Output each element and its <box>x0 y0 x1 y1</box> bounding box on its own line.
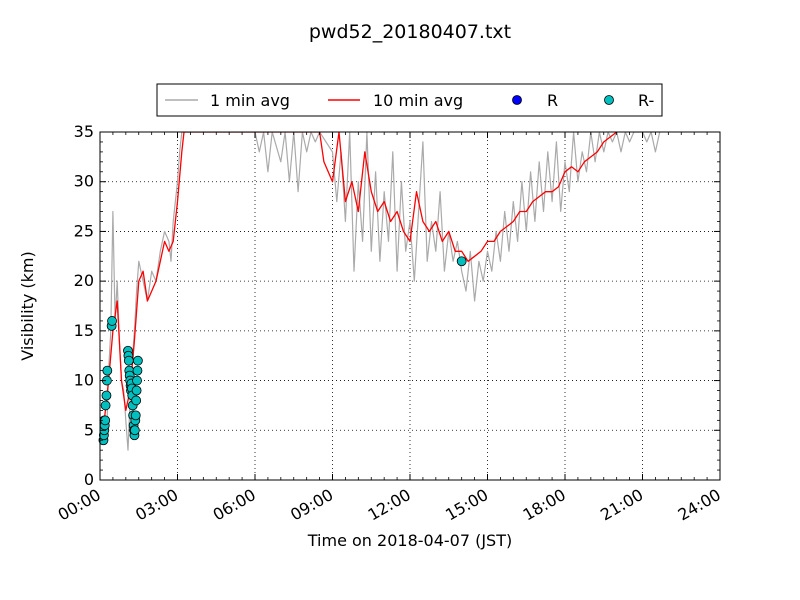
marker-R-minus <box>130 410 141 421</box>
marker-R-minus <box>456 256 467 267</box>
x-axis-label: Time on 2018-04-07 (JST) <box>307 531 512 550</box>
y-tick-label: 20 <box>74 271 94 290</box>
marker-R-minus <box>132 365 143 376</box>
legend-label-1min: 1 min avg <box>210 91 290 110</box>
x-tick-label: 06:00 <box>210 485 259 525</box>
x-tick-label: 24:00 <box>675 485 724 525</box>
marker-R-minus <box>131 395 142 406</box>
series-line-1-min-avg <box>100 132 661 451</box>
legend-box <box>156 83 663 117</box>
x-tick-label: 18:00 <box>520 485 569 525</box>
x-tick-label: 09:00 <box>287 485 336 525</box>
legend-label-R: R <box>547 91 558 110</box>
y-tick-label: 5 <box>84 420 94 439</box>
marker-R-minus <box>129 425 140 436</box>
legend-label-10min: 10 min avg <box>373 91 463 110</box>
series-line-10-min-avg <box>100 132 618 431</box>
y-tick-label: 10 <box>74 371 94 390</box>
y-tick-label: 30 <box>74 172 94 191</box>
marker-R-minus <box>102 365 113 376</box>
y-tick-label: 0 <box>84 470 94 489</box>
x-tick-label: 15:00 <box>442 485 491 525</box>
x-tick-label: 12:00 <box>365 485 414 525</box>
y-tick-label: 25 <box>74 221 94 240</box>
axes: 00:00 03:00 06:00 09:00 12:00 15:00 18:00 21:00… <box>55 122 724 525</box>
marker-R-minus <box>101 390 112 401</box>
marker-R-minus <box>100 400 111 411</box>
plot-frame <box>99 131 721 481</box>
marker-R-minus <box>132 375 142 386</box>
series-layer <box>100 132 661 451</box>
markers-layer <box>98 256 467 446</box>
chart-title: pwd52_20180407.txt <box>309 21 511 43</box>
y-tick-label: 15 <box>74 321 94 340</box>
marker-R-minus <box>107 316 117 326</box>
legend-label-Rminus: R- <box>638 91 654 110</box>
legend: 1 min avg 10 min avg R R- <box>156 83 663 117</box>
legend-marker-Rminus <box>604 95 614 105</box>
x-tick-label: 03:00 <box>132 485 181 525</box>
x-tick-label: 00:00 <box>55 485 104 525</box>
marker-R-minus <box>123 355 134 366</box>
marker-R-minus <box>132 355 143 366</box>
y-axis-label: Visibility (km) <box>18 251 37 360</box>
grid <box>100 132 720 480</box>
x-tick-label: 21:00 <box>597 485 646 525</box>
marker-R-minus <box>131 385 142 396</box>
y-tick-label: 35 <box>74 122 94 141</box>
legend-marker-R <box>512 95 522 105</box>
